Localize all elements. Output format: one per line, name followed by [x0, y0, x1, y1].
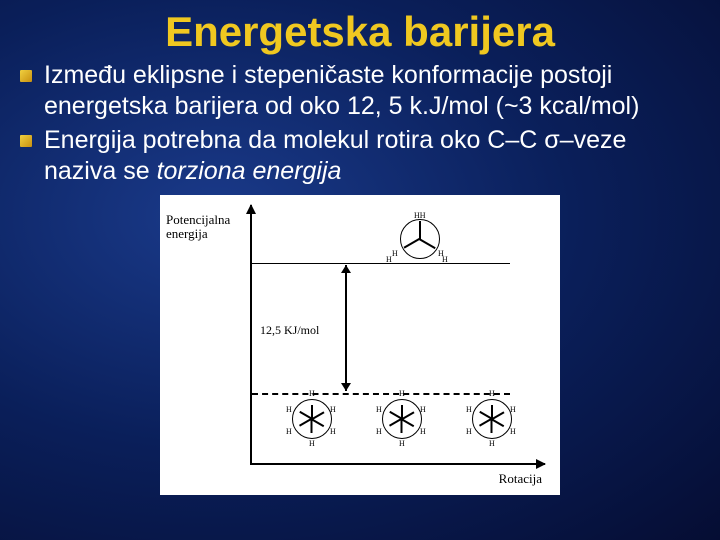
barrier-arrow-icon [345, 265, 347, 391]
bullet-2-italic: torziona energija [157, 157, 342, 185]
x-axis-label: Rotacija [499, 471, 542, 487]
barrier-value: 12,5 KJ/mol [260, 323, 319, 338]
energy-diagram: Potencijalna energija Rotacija 12,5 KJ/m… [160, 195, 560, 495]
low-energy-line [252, 393, 510, 395]
high-energy-line [252, 263, 510, 264]
newman-staggered-3: H H H H H H [470, 397, 514, 441]
bullet-icon [20, 135, 32, 147]
ylabel-line1: Potencijalna [166, 212, 230, 227]
bullet-1-text: Između eklipsne i stepeničaste konformac… [44, 61, 639, 120]
y-axis-label: Potencijalna energija [166, 213, 230, 242]
bullet-icon [20, 70, 32, 82]
bullet-2: Energija potrebna da molekul rotira oko … [44, 125, 696, 188]
newman-eclipsed: HH H H H H [398, 217, 442, 261]
bullet-1: Između eklipsne i stepeničaste konformac… [44, 60, 696, 123]
bullet-list: Između eklipsne i stepeničaste konformac… [0, 60, 720, 187]
y-axis [250, 205, 252, 465]
newman-staggered-2: H H H H H H [380, 397, 424, 441]
ylabel-line2: energija [166, 226, 208, 241]
x-axis [250, 463, 545, 465]
newman-staggered-1: H H H H H H [290, 397, 334, 441]
slide-title: Energetska barijera [0, 0, 720, 60]
